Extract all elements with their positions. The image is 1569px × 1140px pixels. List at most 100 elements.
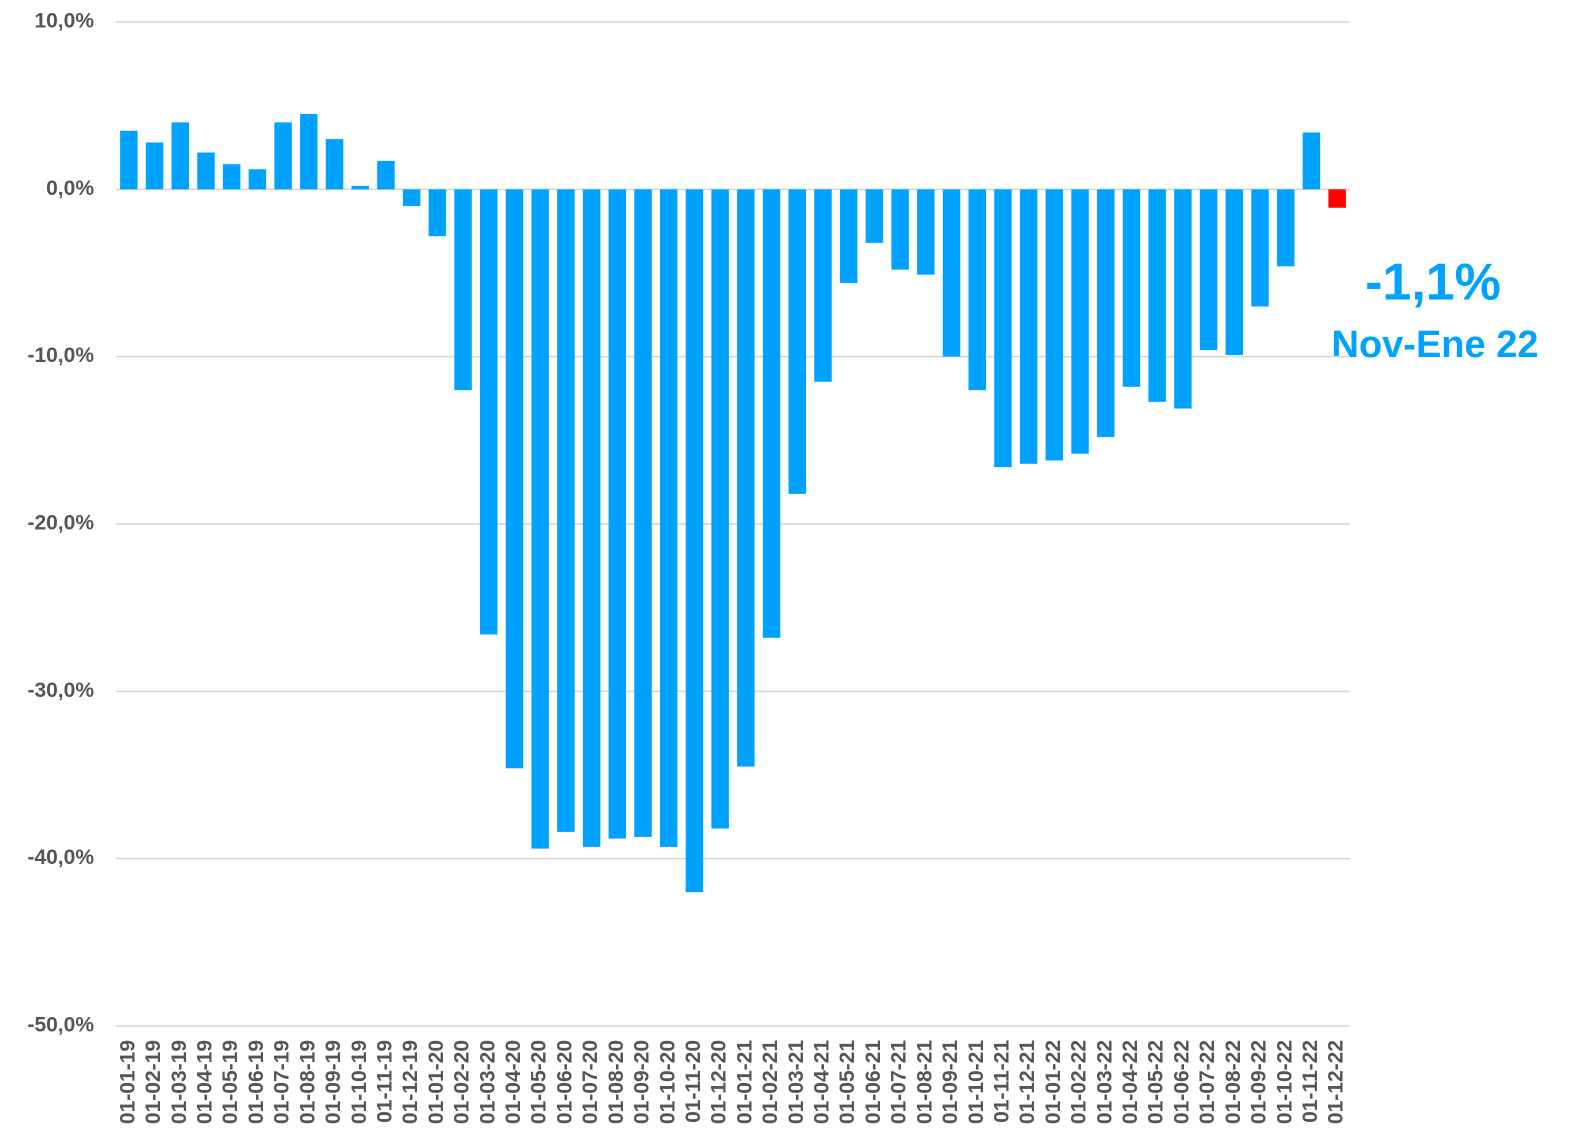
x-tick-label: 01-12-20 — [708, 1040, 731, 1124]
bar — [1122, 189, 1141, 387]
y-tick-label: 10,0% — [34, 10, 94, 33]
bar — [222, 164, 241, 190]
y-tick-label: 0,0% — [46, 177, 94, 200]
x-tick-label: 01-10-20 — [656, 1040, 679, 1124]
x-tick-label: 01-02-19 — [142, 1040, 165, 1124]
x-tick-label: 01-12-21 — [1016, 1040, 1039, 1124]
bar — [1302, 132, 1321, 190]
y-tick-label: -20,0% — [27, 512, 94, 535]
x-tick-label: 01-11-19 — [373, 1040, 396, 1123]
bar — [839, 189, 858, 284]
bar — [942, 189, 961, 357]
bar — [454, 189, 472, 391]
x-tick-label: 01-07-22 — [1196, 1040, 1219, 1124]
x-tick-label: 01-08-20 — [605, 1040, 628, 1124]
bar — [762, 189, 781, 638]
bar — [351, 185, 369, 190]
bar — [428, 189, 447, 237]
bar — [1199, 189, 1218, 350]
x-tick-label: 01-03-20 — [476, 1040, 499, 1124]
bar — [788, 189, 807, 494]
annotation-period: Nov-Ene 22 — [1332, 324, 1539, 366]
bar — [1148, 189, 1166, 402]
bar — [994, 189, 1012, 468]
bar — [274, 122, 292, 190]
bar — [917, 189, 935, 275]
x-tick-label: 01-11-20 — [682, 1040, 705, 1123]
bar — [1071, 189, 1089, 454]
annotation-value: -1,1% — [1365, 254, 1501, 312]
x-tick-label: 01-11-22 — [1299, 1040, 1322, 1123]
x-tick-label: 01-01-21 — [733, 1040, 756, 1124]
x-tick-label: 01-03-22 — [1093, 1040, 1116, 1124]
bar — [325, 139, 344, 190]
x-tick-label: 01-09-22 — [1248, 1040, 1271, 1124]
x-tick-label: 01-07-20 — [579, 1040, 602, 1124]
bar — [197, 152, 215, 190]
x-tick-label: 01-10-19 — [348, 1040, 371, 1124]
x-tick-label: 01-01-20 — [425, 1040, 448, 1124]
bar — [1276, 189, 1295, 267]
x-tick-label: 01-05-22 — [1145, 1040, 1168, 1124]
x-tick-label: 01-04-20 — [502, 1040, 525, 1124]
x-tick-label: 01-02-21 — [759, 1040, 782, 1124]
x-tick-label: 01-03-19 — [168, 1040, 191, 1124]
bar — [685, 189, 704, 893]
y-tick-label: -10,0% — [27, 344, 94, 367]
bar — [608, 189, 627, 839]
bar — [1328, 189, 1346, 208]
bar — [582, 189, 601, 847]
bar — [711, 189, 729, 829]
bar — [1251, 189, 1269, 307]
x-tick-label: 01-03-21 — [785, 1040, 808, 1124]
bar — [659, 189, 678, 847]
x-tick-label: 01-08-22 — [1222, 1040, 1245, 1124]
x-tick-label: 01-04-19 — [194, 1040, 217, 1124]
x-tick-label: 01-06-19 — [245, 1040, 268, 1124]
bar — [505, 189, 524, 769]
bar — [1097, 189, 1115, 437]
x-tick-label: 01-05-21 — [836, 1040, 859, 1124]
x-tick-label: 01-06-20 — [553, 1040, 576, 1124]
bar — [1045, 189, 1064, 461]
x-tick-label: 01-09-21 — [939, 1040, 962, 1124]
x-tick-label: 01-02-20 — [451, 1040, 474, 1124]
x-tick-label: 01-07-21 — [888, 1040, 911, 1124]
x-tick-label: 01-01-19 — [116, 1040, 139, 1124]
bar — [891, 189, 909, 270]
bar — [531, 189, 549, 849]
bar — [377, 160, 395, 190]
y-tick-label: -30,0% — [27, 679, 94, 702]
bar — [248, 169, 267, 190]
x-tick-label: 01-04-21 — [811, 1040, 834, 1124]
bar — [1019, 189, 1038, 464]
bar — [171, 122, 190, 190]
bar — [968, 189, 986, 391]
bar — [1225, 189, 1244, 355]
y-tick-label: -50,0% — [27, 1014, 94, 1037]
x-tick-label: 01-05-19 — [219, 1040, 242, 1124]
x-tick-label: 01-01-22 — [1042, 1040, 1065, 1124]
x-tick-label: 01-06-22 — [1170, 1040, 1193, 1124]
y-tick-label: -40,0% — [27, 846, 94, 869]
bar — [865, 189, 884, 243]
bar — [1174, 189, 1192, 409]
bar — [557, 189, 575, 832]
x-tick-label: 01-06-21 — [862, 1040, 885, 1124]
bar — [814, 189, 832, 382]
x-tick-label: 01-08-21 — [913, 1040, 936, 1124]
x-tick-label: 01-11-21 — [990, 1040, 1013, 1123]
bar — [120, 130, 138, 190]
x-tick-label: 01-05-20 — [528, 1040, 551, 1124]
x-tick-label: 01-02-22 — [1068, 1040, 1091, 1124]
x-tick-label: 01-09-20 — [631, 1040, 654, 1124]
x-tick-label: 01-10-21 — [965, 1040, 988, 1124]
x-tick-label: 01-10-22 — [1273, 1040, 1296, 1124]
bar — [300, 114, 318, 190]
x-tick-label: 01-12-19 — [399, 1040, 422, 1124]
bar — [480, 189, 498, 635]
x-tick-label: 01-08-19 — [296, 1040, 319, 1124]
x-tick-label: 01-12-22 — [1325, 1040, 1348, 1124]
bar — [737, 189, 755, 767]
